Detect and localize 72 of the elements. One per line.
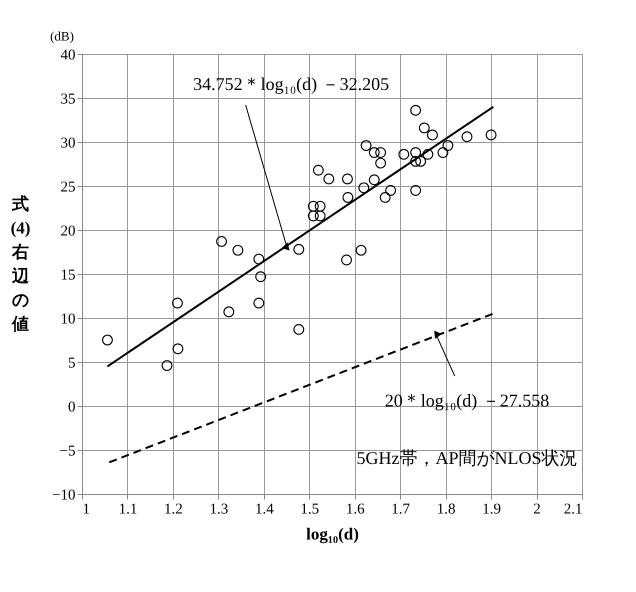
x-tick-label: 1.5 [300, 502, 320, 518]
point [360, 140, 372, 151]
point [410, 156, 422, 167]
point [253, 254, 264, 264]
point [341, 254, 352, 266]
point [102, 334, 113, 346]
y-tick-label: 20 [60, 224, 76, 240]
point [375, 158, 386, 169]
point [223, 306, 234, 318]
point [232, 244, 244, 256]
point [437, 147, 448, 158]
point [385, 184, 396, 196]
x-tick-label: 1.6 [346, 502, 366, 518]
point [427, 130, 438, 140]
point [323, 174, 334, 184]
y-tick-label: −10 [52, 488, 76, 504]
point [418, 122, 430, 134]
point [442, 140, 454, 151]
y-tick-label: −5 [60, 444, 76, 460]
point [380, 192, 391, 203]
y-axis-title: 式(4)右辺の値 [10, 194, 30, 334]
x-tick-label: 2 [533, 502, 541, 518]
point [253, 298, 264, 308]
y-tick-label: 10 [60, 312, 76, 328]
y-tick-label: 15 [60, 268, 76, 284]
point [172, 298, 183, 308]
point [314, 210, 326, 222]
y-tick-label: 30 [60, 136, 76, 152]
point [314, 200, 326, 212]
point [410, 184, 422, 196]
point [410, 147, 422, 158]
point [308, 200, 319, 212]
point [368, 147, 380, 158]
point [293, 324, 304, 335]
x-tick-label: 1.1 [118, 502, 138, 518]
x-tick-label: 1.8 [436, 502, 456, 518]
point [356, 244, 367, 256]
point [312, 164, 324, 176]
point [358, 182, 370, 194]
point [415, 156, 426, 167]
annotation: 20＊log₁₀(d) －27.558 [384, 390, 550, 411]
point [293, 244, 304, 255]
point [216, 236, 227, 247]
annotation: 34.752＊log₁₀(d) －32.205 [193, 74, 390, 94]
point [398, 148, 410, 160]
point [462, 131, 472, 142]
x-tick-label: 1.3 [209, 502, 228, 518]
x-tick-label: 1.7 [391, 502, 411, 518]
y-tick-label: 25 [60, 180, 76, 196]
y-tick-label: 35 [60, 92, 76, 108]
point [486, 130, 497, 140]
point [342, 192, 354, 203]
y-tick-label: 5 [68, 356, 76, 372]
x-tick-label: 1.4 [254, 502, 274, 518]
x-tick-label: 1.9 [482, 502, 501, 518]
point [368, 174, 380, 186]
point [410, 104, 422, 116]
x-axis-title: log₁₀(d) [306, 524, 359, 544]
point [162, 360, 172, 371]
point [375, 147, 386, 158]
x-tick-label: 2.1 [564, 502, 582, 518]
point [342, 174, 353, 184]
point [255, 271, 266, 282]
x-tick-label: 1 [82, 502, 90, 518]
text: (dB) [50, 28, 74, 44]
y-tick-label: 0 [68, 400, 76, 416]
annotation: 5GHz帯，AP間がNLOS状況 [356, 448, 578, 468]
x-tick-label: 1.2 [164, 502, 183, 518]
point [172, 343, 184, 354]
point [308, 210, 319, 222]
y-tick-label: 40 [60, 48, 76, 64]
point [422, 148, 434, 160]
